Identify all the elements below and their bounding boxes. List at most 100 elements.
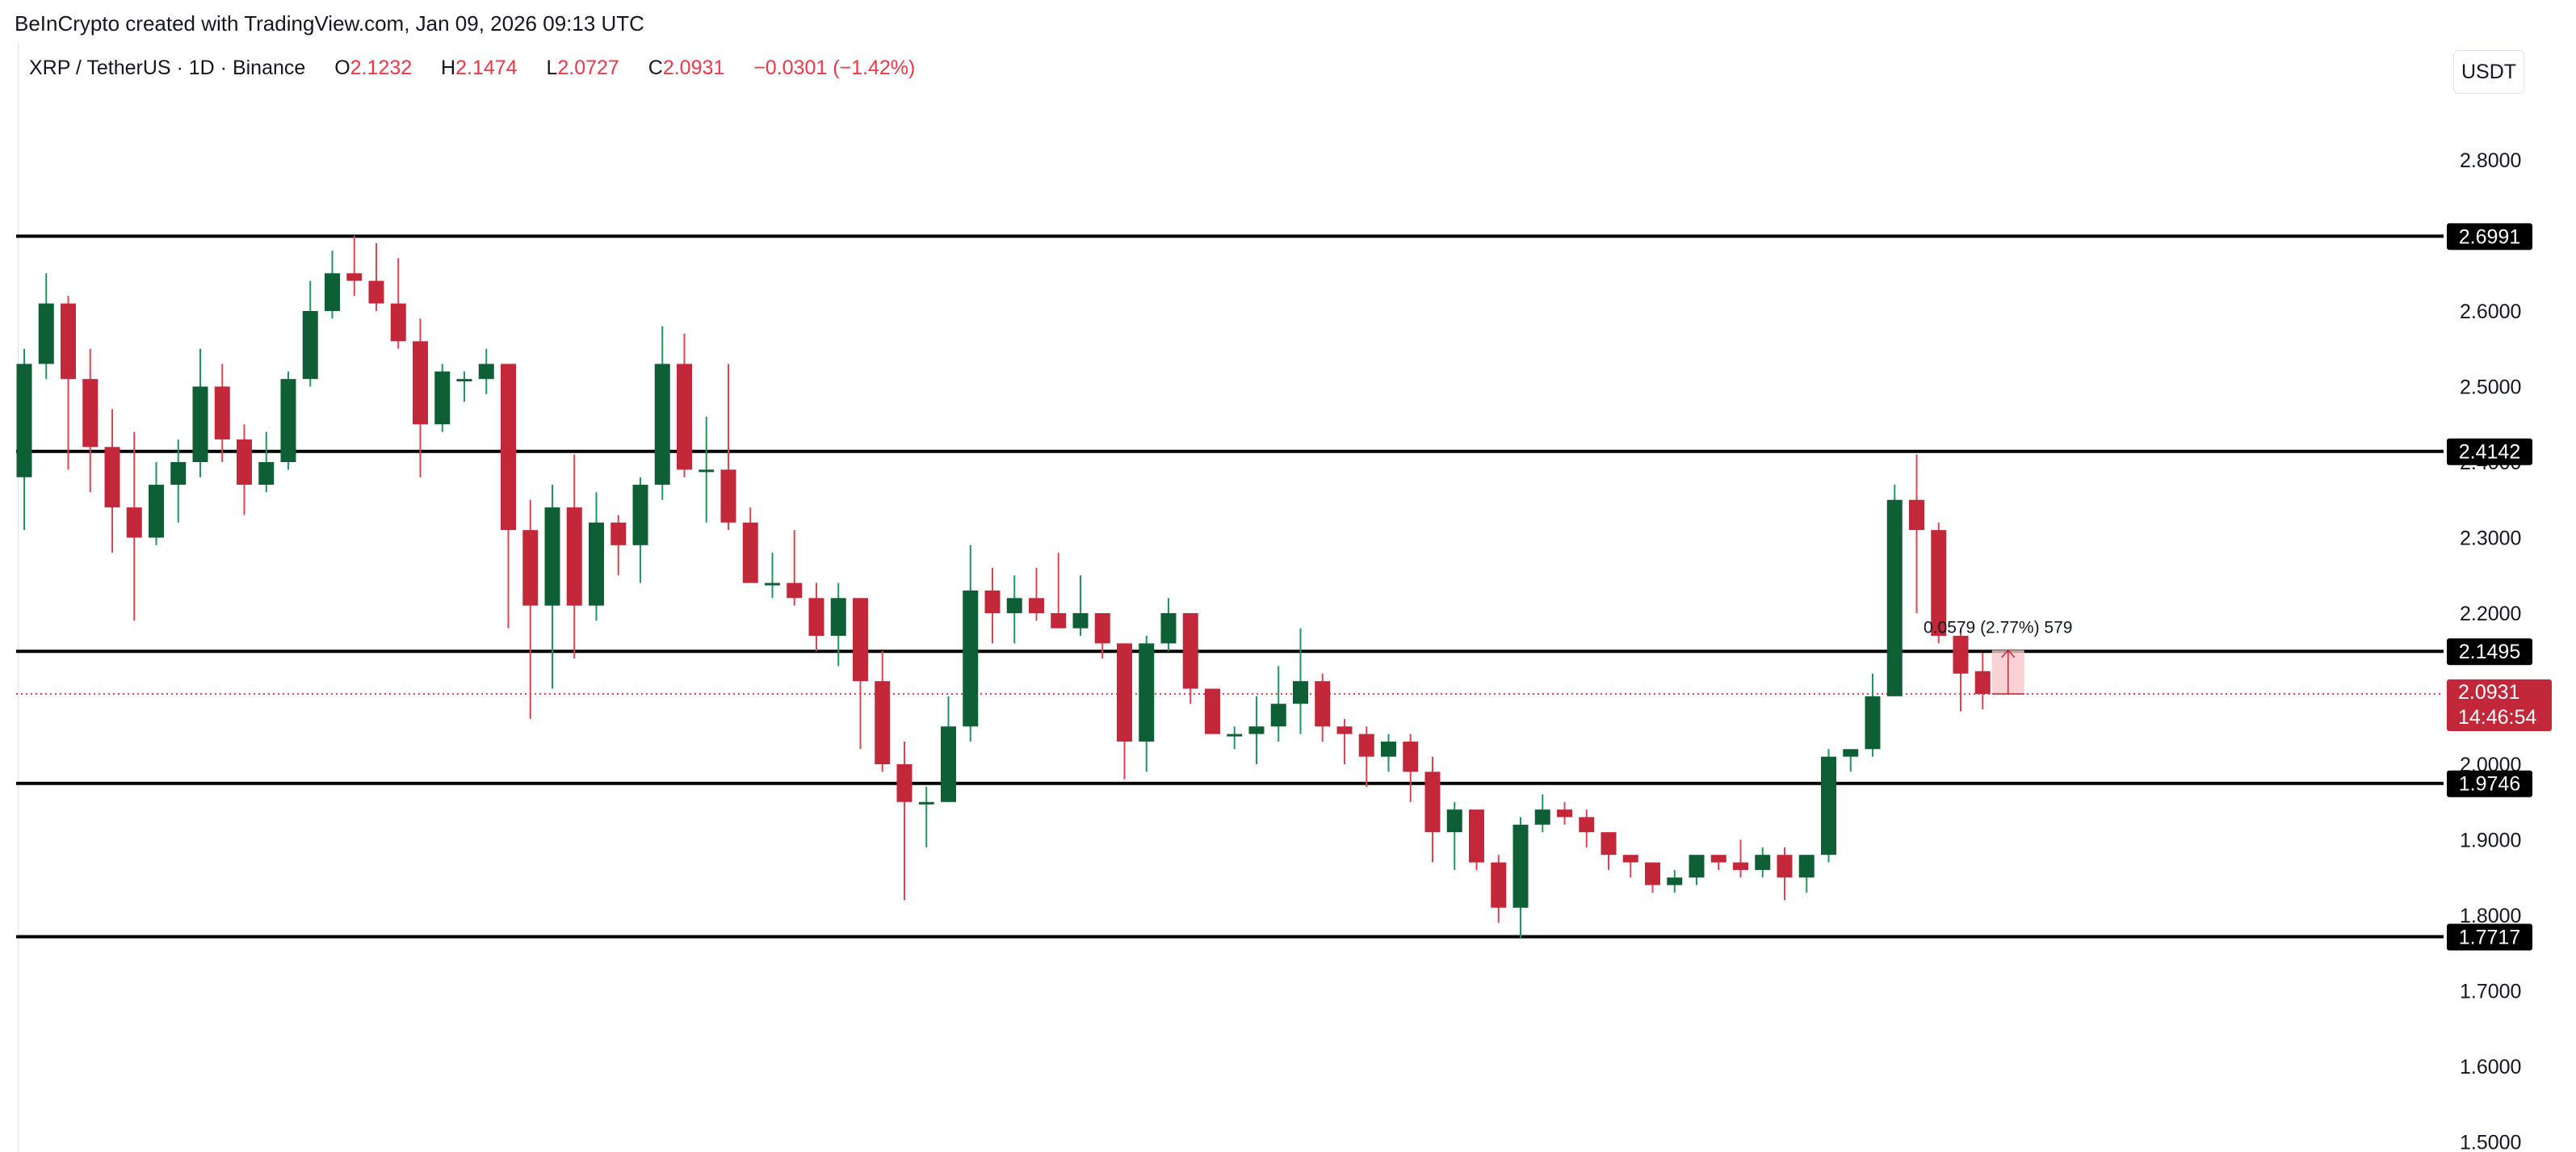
candle[interactable] bbox=[1645, 862, 1660, 893]
candle[interactable] bbox=[941, 696, 956, 802]
candle[interactable] bbox=[1227, 726, 1243, 750]
candle[interactable] bbox=[1006, 575, 1022, 644]
symbol-legend[interactable]: XRP / TetherUS · 1D · Binance O2.1232 H2… bbox=[29, 57, 915, 80]
candle[interactable] bbox=[1381, 734, 1396, 772]
candle[interactable] bbox=[61, 296, 76, 470]
candle-body bbox=[1777, 855, 1793, 878]
candle[interactable] bbox=[1094, 613, 1110, 659]
y-tick-label: 2.3000 bbox=[2460, 528, 2521, 550]
candle[interactable] bbox=[1336, 718, 1353, 764]
candle[interactable] bbox=[1534, 794, 1550, 833]
candle[interactable] bbox=[501, 364, 516, 629]
candle-body bbox=[610, 522, 627, 545]
candle[interactable] bbox=[1843, 749, 1859, 772]
candle[interactable] bbox=[170, 439, 187, 523]
candle[interactable] bbox=[765, 553, 780, 599]
candle[interactable] bbox=[544, 485, 560, 689]
candle-body bbox=[1403, 741, 1419, 772]
candle[interactable] bbox=[522, 499, 539, 719]
candle[interactable] bbox=[1710, 855, 1726, 870]
candle[interactable] bbox=[632, 477, 648, 583]
candle[interactable] bbox=[478, 348, 494, 394]
candle[interactable] bbox=[280, 371, 296, 470]
candle[interactable] bbox=[1403, 734, 1419, 802]
candle[interactable] bbox=[1755, 847, 1771, 878]
candle[interactable] bbox=[787, 530, 803, 606]
candle[interactable] bbox=[1622, 855, 1638, 878]
candle[interactable] bbox=[1446, 801, 1462, 870]
candle[interactable] bbox=[1248, 696, 1265, 764]
candle[interactable] bbox=[830, 582, 846, 666]
candle[interactable] bbox=[82, 348, 99, 493]
candle[interactable] bbox=[1160, 598, 1177, 651]
candle[interactable] bbox=[1689, 855, 1705, 885]
candle[interactable] bbox=[1051, 553, 1067, 629]
candle[interactable] bbox=[1909, 454, 1924, 613]
candle[interactable] bbox=[1579, 809, 1595, 847]
candle[interactable] bbox=[984, 567, 1001, 644]
candle[interactable] bbox=[1953, 628, 1969, 712]
candle[interactable] bbox=[654, 326, 670, 500]
candle[interactable] bbox=[1557, 801, 1572, 825]
candle[interactable] bbox=[1293, 628, 1308, 734]
candle[interactable] bbox=[1974, 653, 1991, 710]
candle[interactable] bbox=[1182, 613, 1198, 704]
candle[interactable] bbox=[1358, 726, 1374, 788]
candle[interactable] bbox=[149, 462, 164, 545]
candle[interactable] bbox=[610, 515, 627, 576]
candle[interactable] bbox=[1139, 636, 1155, 772]
candle[interactable] bbox=[742, 507, 758, 583]
candle[interactable] bbox=[104, 409, 120, 553]
candle[interactable] bbox=[126, 431, 142, 621]
candle[interactable] bbox=[214, 364, 230, 462]
currency-button[interactable]: USDT bbox=[2453, 50, 2524, 94]
candle[interactable] bbox=[38, 273, 54, 380]
candle[interactable] bbox=[1512, 817, 1529, 939]
candle[interactable] bbox=[1491, 855, 1507, 923]
candle[interactable] bbox=[1886, 485, 1903, 696]
candle[interactable] bbox=[875, 650, 891, 772]
candle[interactable] bbox=[699, 416, 715, 523]
candle[interactable] bbox=[1029, 567, 1044, 621]
candle[interactable] bbox=[413, 318, 428, 477]
candle[interactable] bbox=[677, 334, 692, 477]
candle[interactable] bbox=[346, 235, 363, 296]
candle[interactable] bbox=[1424, 756, 1441, 863]
candle[interactable] bbox=[1601, 832, 1617, 870]
candle[interactable] bbox=[1777, 847, 1793, 901]
candle[interactable] bbox=[1072, 575, 1089, 637]
candle[interactable] bbox=[963, 544, 979, 742]
candle[interactable] bbox=[720, 364, 736, 531]
candle[interactable] bbox=[1315, 673, 1331, 742]
candle[interactable] bbox=[456, 371, 472, 402]
candle[interactable] bbox=[237, 424, 252, 515]
candle[interactable] bbox=[1798, 855, 1815, 893]
candle[interactable] bbox=[192, 348, 208, 477]
candle[interactable] bbox=[1270, 666, 1286, 742]
candle[interactable] bbox=[434, 364, 451, 432]
candle[interactable] bbox=[1733, 839, 1748, 878]
candle[interactable] bbox=[302, 280, 318, 387]
candle[interactable] bbox=[1667, 869, 1683, 893]
candle[interactable] bbox=[1931, 522, 1947, 644]
candle[interactable] bbox=[1117, 643, 1132, 780]
candle[interactable] bbox=[566, 454, 582, 659]
candle[interactable] bbox=[325, 250, 340, 319]
candle[interactable] bbox=[1865, 673, 1881, 757]
candle[interactable] bbox=[896, 741, 913, 901]
candle[interactable] bbox=[589, 492, 604, 621]
candle[interactable] bbox=[16, 348, 32, 531]
candle[interactable] bbox=[853, 598, 868, 750]
candle[interactable] bbox=[368, 242, 384, 311]
candle[interactable] bbox=[1205, 688, 1220, 734]
candle[interactable] bbox=[1821, 749, 1836, 863]
candle[interactable] bbox=[258, 431, 275, 493]
candle-body bbox=[1601, 832, 1617, 856]
candle[interactable] bbox=[1469, 809, 1484, 870]
candle-body bbox=[1270, 704, 1286, 727]
candle-body bbox=[632, 485, 648, 545]
candle[interactable] bbox=[808, 582, 824, 651]
candle[interactable] bbox=[918, 787, 934, 847]
candle[interactable] bbox=[390, 258, 406, 349]
